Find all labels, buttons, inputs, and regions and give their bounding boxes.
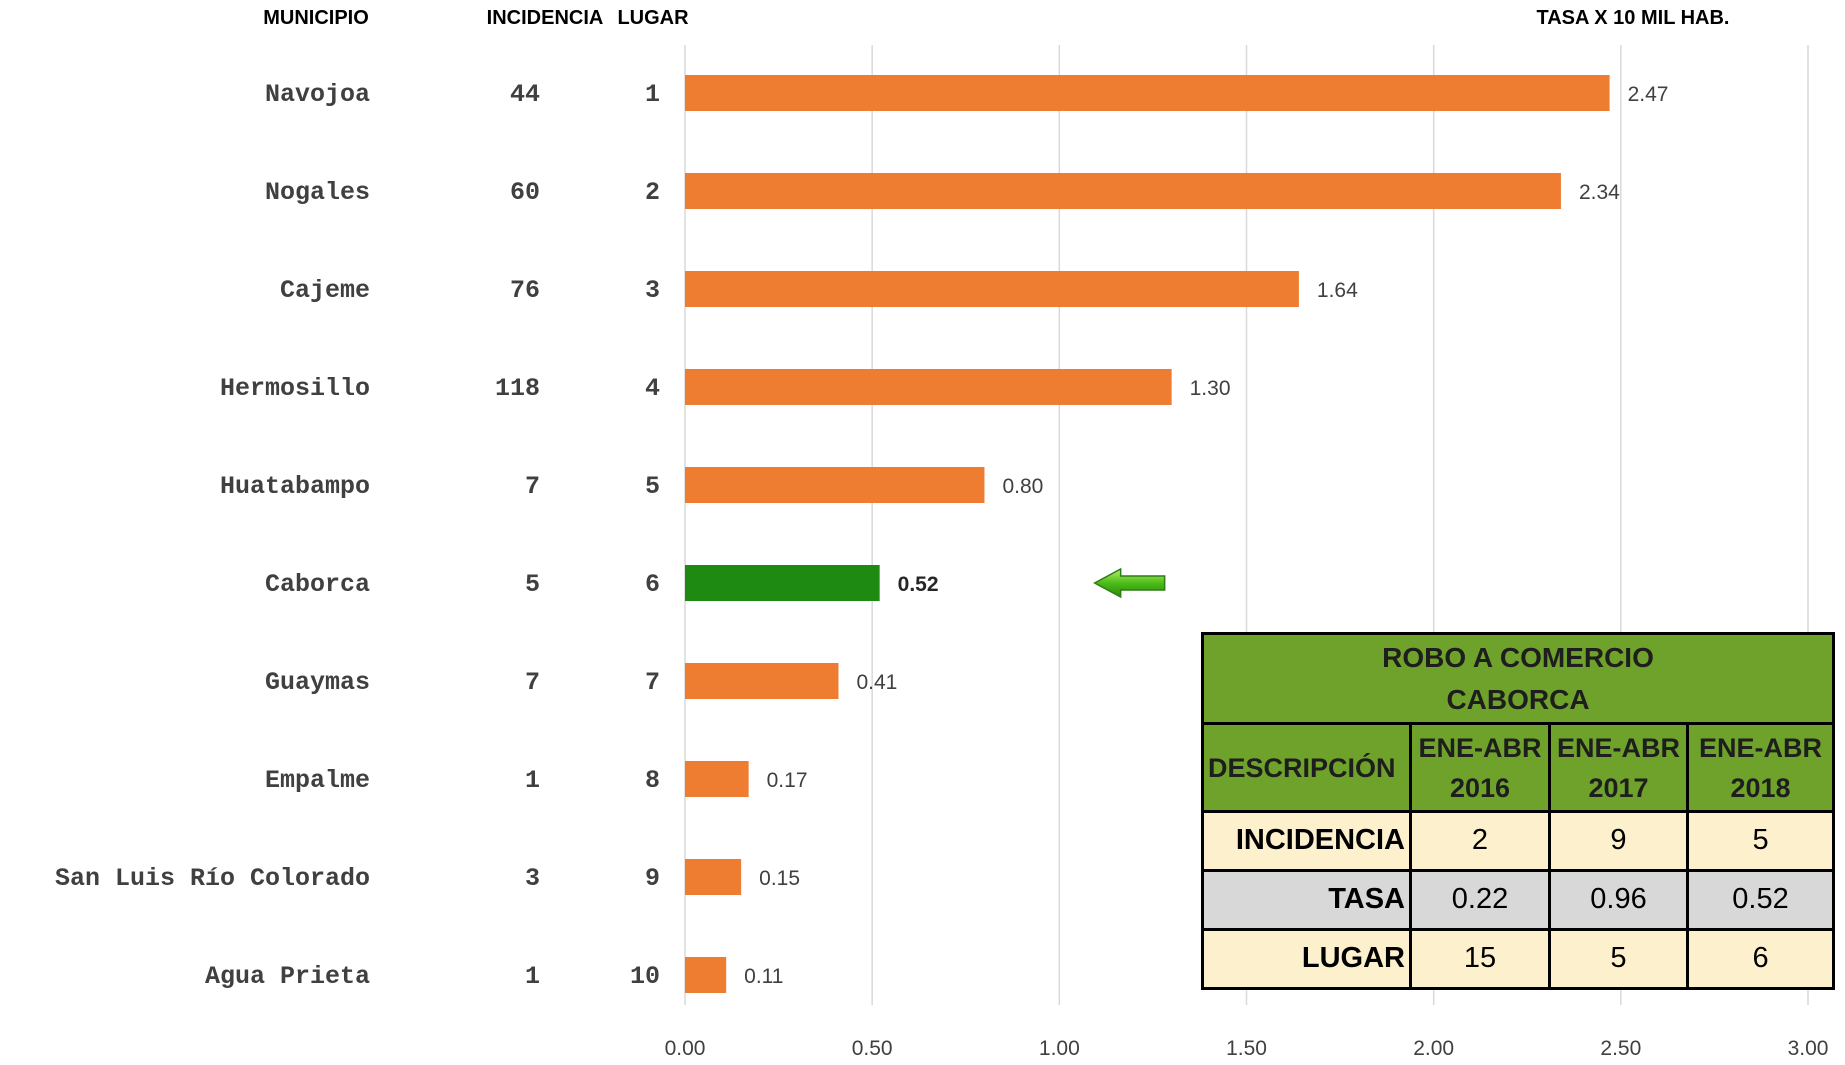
header-lugar: LUGAR [617,7,689,29]
table-col-header-line2: 2018 [1730,772,1791,803]
municipio-label: Guaymas [265,668,370,697]
table-row: TASA 0.22 0.96 0.52 [1201,868,1836,931]
data-label: 0.15 [759,867,800,890]
lugar-value: 4 [645,374,660,403]
incidencia-value: 76 [510,276,540,305]
data-label: 0.80 [1002,475,1043,498]
municipio-label: Nogales [265,178,370,207]
municipio-label: San Luis Río Colorado [55,864,370,893]
x-tick-label: 1.00 [1039,1037,1080,1060]
x-axis-ticks: 0.00 0.50 1.00 1.50 2.00 2.50 3.00 [665,1037,1829,1060]
lugar-value: 5 [645,472,660,501]
summary-table: ROBO A COMERCIO CABORCA DESCRIPCIÓN ENE-… [1200,631,1836,991]
table-row: INCIDENCIA 2 9 5 [1201,810,1836,872]
bar [685,859,742,895]
lugar-value: 1 [645,80,660,109]
data-label: 2.47 [1628,83,1669,106]
table-col-header-line2: 2016 [1449,772,1511,803]
bar [685,369,1172,405]
municipio-label: Navojoa [265,80,370,109]
table-cell: 2 [1409,810,1551,872]
table-title-line2: CABORCA [1446,683,1590,715]
bar [685,467,985,503]
lugar-value: 3 [645,276,660,305]
table-row-label: TASA [1201,868,1412,931]
table-col-header-line2: 2017 [1588,772,1649,803]
municipio-label: Huatabampo [220,472,370,501]
table-col-header: ENE-ABR 2018 [1685,722,1836,813]
table-col-header-line1: ENE-ABR [1418,732,1542,763]
lugar-value: 8 [645,766,660,795]
table-cell: 0.22 [1409,868,1551,931]
table-title: ROBO A COMERCIO CABORCA [1200,631,1836,726]
x-tick-label: 3.00 [1788,1037,1829,1060]
bar-highlight [685,565,880,601]
left-arrow-icon [1093,567,1166,599]
municipio-label: Caborca [265,570,370,599]
bar [685,663,839,699]
bar [685,761,749,797]
incidencia-value: 60 [510,178,540,207]
incidencia-value: 1 [525,766,540,795]
table-col-header: ENE-ABR 2016 [1409,722,1551,813]
x-tick-label: 1.50 [1226,1037,1267,1060]
bars: 2.47 2.34 1.64 1.30 0.80 0.52 0.41 0.17 0.15 0.11 [685,75,1668,993]
incidencia-value: 7 [525,472,540,501]
bar [685,75,1610,111]
bar [685,957,727,993]
table-desc-header: DESCRIPCIÓN [1201,722,1412,813]
lugar-value: 6 [645,570,660,599]
data-label: 0.17 [767,769,808,792]
table-cell: 5 [1548,927,1689,991]
header-municipio: MUNICIPIO [263,7,369,29]
lugar-value: 2 [645,178,660,207]
incidencia-value: 7 [525,668,540,697]
data-label: 0.41 [856,671,897,694]
x-tick-label: 0.50 [852,1037,893,1060]
header-tasa: TASA X 10 MIL HAB. [1537,7,1730,29]
municipio-label: Empalme [265,766,370,795]
data-label: 2.34 [1579,181,1620,204]
x-tick-label: 0.00 [665,1037,706,1060]
bar [685,173,1561,209]
table-cell: 0.96 [1548,868,1689,931]
table-row: LUGAR 15 5 6 [1201,927,1836,991]
municipio-label: Hermosillo [220,374,370,403]
table-cell: 15 [1409,927,1551,991]
municipio-label: Agua Prieta [205,962,370,991]
municipio-label: Cajeme [280,276,370,305]
data-label: 1.30 [1190,377,1231,400]
table-col-header-line1: ENE-ABR [1556,732,1680,763]
incidencia-value: 44 [510,80,540,109]
table-cell: 6 [1685,927,1836,991]
data-label: 0.52 [898,573,939,596]
x-tick-label: 2.00 [1413,1037,1454,1060]
x-tick-label: 2.50 [1600,1037,1641,1060]
incidencia-value: 3 [525,864,540,893]
incidencia-value: 5 [525,570,540,599]
incidencia-value: 118 [495,374,540,403]
lugar-value: 10 [630,962,660,991]
bar [685,271,1299,307]
table-cell: 0.52 [1685,868,1836,931]
header-incidencia: INCIDENCIA [487,7,604,29]
table-col-header-line1: ENE-ABR [1699,732,1823,763]
data-label: 0.11 [744,965,783,988]
table-row-label: INCIDENCIA [1201,810,1412,872]
table-row-label: LUGAR [1201,927,1412,991]
table-cell: 9 [1548,810,1689,872]
table-cell: 5 [1685,810,1836,872]
lugar-value: 9 [645,864,660,893]
incidencia-value: 1 [525,962,540,991]
table-col-header: ENE-ABR 2017 [1548,722,1689,813]
lugar-value: 7 [645,668,660,697]
data-label: 1.64 [1317,279,1358,302]
table-title-line1: ROBO A COMERCIO [1382,641,1654,673]
